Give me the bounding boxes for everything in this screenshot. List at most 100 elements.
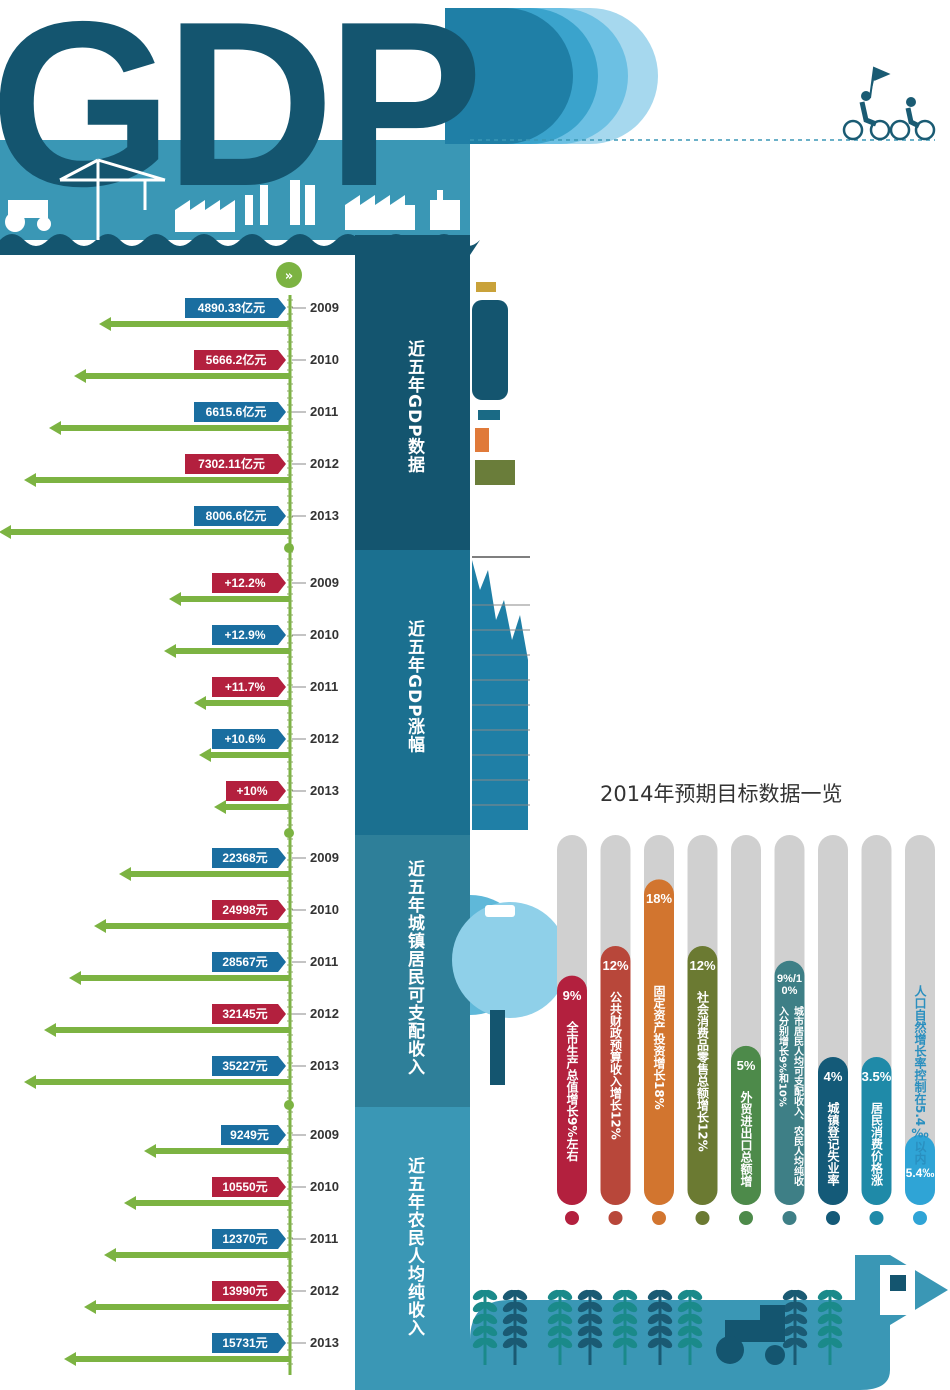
arrow-head <box>199 748 211 762</box>
arrow-head <box>84 1300 96 1314</box>
green-arrow <box>177 596 289 602</box>
target-value: 12% <box>602 958 629 973</box>
year-label: 2013 <box>310 1058 339 1073</box>
wheat-grain <box>689 1289 703 1301</box>
target-value: 12% <box>689 958 716 973</box>
arrow-head <box>99 317 111 331</box>
value-tag: 9249元 <box>221 1125 286 1145</box>
value-tag: 15731元 <box>212 1333 286 1353</box>
wheat-grain <box>817 1313 831 1325</box>
target-bar <box>731 1045 761 1205</box>
target-dot <box>869 1211 884 1225</box>
wheat-grain <box>484 1337 498 1349</box>
panel-gdp <box>355 235 470 550</box>
wheat-grain <box>484 1301 498 1313</box>
panel-growth <box>355 550 470 835</box>
target-label: 社会消费品零售总额增长12% <box>695 991 710 1152</box>
wheat-grain <box>782 1289 796 1301</box>
wheat-grain <box>484 1289 498 1301</box>
year-label: 2012 <box>310 731 339 746</box>
target-dot <box>565 1211 579 1225</box>
target-bar <box>687 946 718 1205</box>
wheat-grain <box>502 1325 516 1337</box>
value-tag: 22368元 <box>212 848 286 868</box>
wheat-grain <box>624 1301 638 1313</box>
wheat-grain <box>559 1337 573 1349</box>
value-tag: 12370元 <box>212 1229 286 1249</box>
arrow-head <box>119 867 131 881</box>
wheat-grain <box>612 1313 626 1325</box>
target-dot <box>695 1211 710 1225</box>
wheat-grain <box>484 1313 498 1325</box>
wheat-grain <box>472 1289 486 1301</box>
wheat-grain <box>782 1337 796 1349</box>
arrow-head <box>124 1196 136 1210</box>
arrow-head <box>69 971 81 985</box>
wheat-grain <box>794 1301 808 1313</box>
arrow-head <box>164 644 176 658</box>
target-chart <box>557 835 935 1225</box>
wheat-grain <box>514 1289 528 1301</box>
wheat-grain <box>472 1313 486 1325</box>
arrow-head <box>0 525 11 539</box>
value-tag: +11.7% <box>212 677 286 697</box>
wheat-grain <box>647 1313 661 1325</box>
wheat-grain <box>589 1289 603 1301</box>
year-label: 2009 <box>310 300 339 315</box>
value-tag: +10.6% <box>212 729 286 749</box>
wheat-field-icon <box>472 1289 843 1365</box>
section-knot <box>284 1100 294 1110</box>
value-tag: +12.9% <box>212 625 286 645</box>
wheat-grain <box>502 1301 516 1313</box>
target-dot <box>913 1211 927 1225</box>
wheat-grain <box>547 1337 561 1349</box>
year-label: 2012 <box>310 1006 339 1021</box>
target-label: 固定资产投资增长18% <box>652 985 666 1110</box>
green-arrow <box>132 1200 289 1206</box>
wheat-grain <box>547 1313 561 1325</box>
line-graph-decoration <box>472 556 530 830</box>
year-label: 2010 <box>310 1179 339 1194</box>
wheat-grain <box>624 1289 638 1301</box>
cyclists-icon <box>842 66 936 141</box>
bathtub-icon <box>452 895 568 1085</box>
wheat-grain <box>547 1289 561 1301</box>
section-title-2: 近五年城镇居民可支配收入 <box>404 860 424 1076</box>
wheat-grain <box>647 1289 661 1301</box>
target-bar <box>644 879 674 1205</box>
green-arrow <box>107 321 289 327</box>
panel-rural-income <box>355 1107 470 1390</box>
target-label: 城市居民人均可支配收入、农民人均纯收入分别增长9%和10% <box>776 1005 803 1186</box>
wheat-grain <box>677 1301 691 1313</box>
arrow-head <box>169 592 181 606</box>
value-tag: 24998元 <box>212 900 286 920</box>
wheat-grain <box>677 1289 691 1301</box>
wheat-grain <box>829 1325 843 1337</box>
p-ring-decoration <box>445 8 658 144</box>
green-arrow <box>112 1252 289 1258</box>
wheat-grain <box>689 1325 703 1337</box>
bus-icon <box>472 282 515 485</box>
green-arrow <box>7 529 289 535</box>
target-label: 居民消费价格涨幅控制在3.5%左右 <box>869 1102 884 1186</box>
value-tag: 10550元 <box>212 1177 286 1197</box>
wheat-grain <box>624 1337 638 1349</box>
wheat-grain <box>677 1325 691 1337</box>
wheat-grain <box>577 1289 591 1301</box>
wheat-grain <box>559 1301 573 1313</box>
target-dot <box>782 1211 797 1225</box>
target-value: 3.5% <box>861 1069 892 1084</box>
factory-skyline-icon <box>175 180 460 232</box>
year-label: 2013 <box>310 1335 339 1350</box>
wheat-grain <box>547 1301 561 1313</box>
green-arrow <box>32 1079 289 1085</box>
target-label: 人口自然增长率控制在5.4‰以内 <box>913 985 927 1165</box>
wheat-grain <box>782 1313 796 1325</box>
green-arrow <box>92 1304 289 1310</box>
value-tag: 32145元 <box>212 1004 286 1024</box>
year-label: 2011 <box>310 679 339 694</box>
target-dot <box>739 1211 753 1225</box>
farm-tractor-icon <box>716 1305 785 1365</box>
wheat-grain <box>689 1301 703 1313</box>
value-tag: 4890.33亿元 <box>185 298 286 318</box>
